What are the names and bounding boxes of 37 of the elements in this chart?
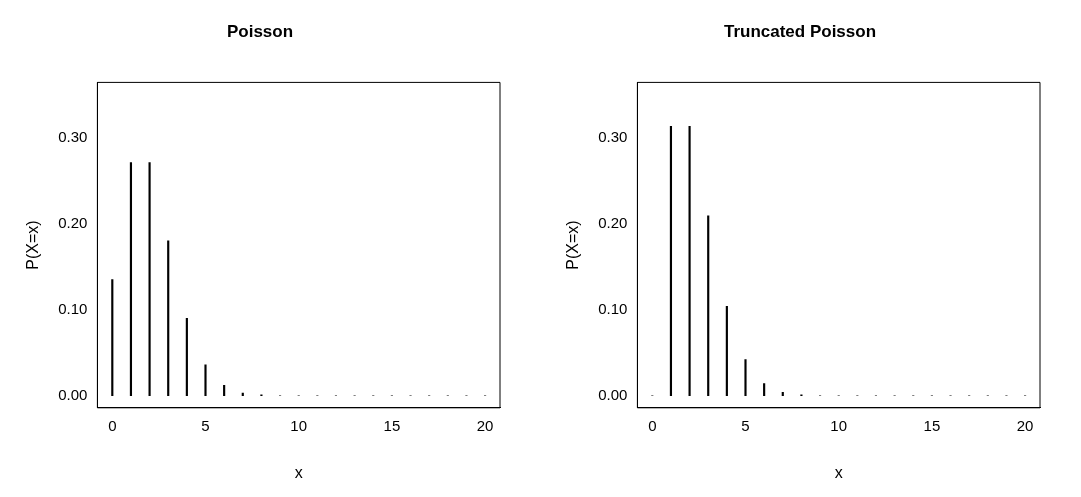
x-tick-label: 5 bbox=[741, 416, 750, 434]
bar bbox=[148, 162, 151, 397]
x-axis-title: x bbox=[834, 463, 843, 481]
bar bbox=[707, 215, 710, 397]
y-tick-label: 0.00 bbox=[58, 385, 88, 403]
y-tick-label: 0.30 bbox=[598, 127, 628, 145]
x-tick-label: 5 bbox=[201, 416, 210, 434]
x-axis-title: x bbox=[294, 463, 303, 481]
bar bbox=[223, 385, 226, 397]
bar bbox=[167, 240, 170, 397]
x-tick-label: 10 bbox=[290, 416, 308, 434]
bar bbox=[204, 364, 207, 397]
x-tick-label: 15 bbox=[923, 416, 941, 434]
x-tick-label: 15 bbox=[383, 416, 401, 434]
bar bbox=[725, 305, 728, 397]
chart-title: Truncated Poisson bbox=[723, 21, 877, 41]
bar bbox=[688, 125, 691, 397]
x-tick-label: 0 bbox=[648, 416, 657, 434]
bar bbox=[669, 125, 673, 397]
y-tick-label: 0.10 bbox=[598, 299, 628, 317]
y-tick-label: 0.00 bbox=[598, 385, 628, 403]
bar bbox=[744, 359, 747, 397]
bar bbox=[763, 383, 766, 397]
bar bbox=[111, 279, 114, 397]
x-tick-label: 20 bbox=[1016, 416, 1034, 434]
y-tick-label: 0.10 bbox=[58, 299, 88, 317]
y-tick-label: 0.20 bbox=[598, 213, 628, 231]
y-axis-title: P(X=x) bbox=[24, 220, 42, 270]
x-tick-label: 0 bbox=[108, 416, 117, 434]
y-axis-title: P(X=x) bbox=[564, 220, 582, 270]
chart-title: Poisson bbox=[226, 21, 294, 41]
y-tick-label: 0.30 bbox=[58, 127, 88, 145]
bar bbox=[129, 162, 133, 397]
bar bbox=[185, 317, 188, 397]
x-tick-label: 10 bbox=[830, 416, 848, 434]
x-tick-label: 20 bbox=[476, 416, 494, 434]
y-tick-label: 0.20 bbox=[58, 213, 88, 231]
